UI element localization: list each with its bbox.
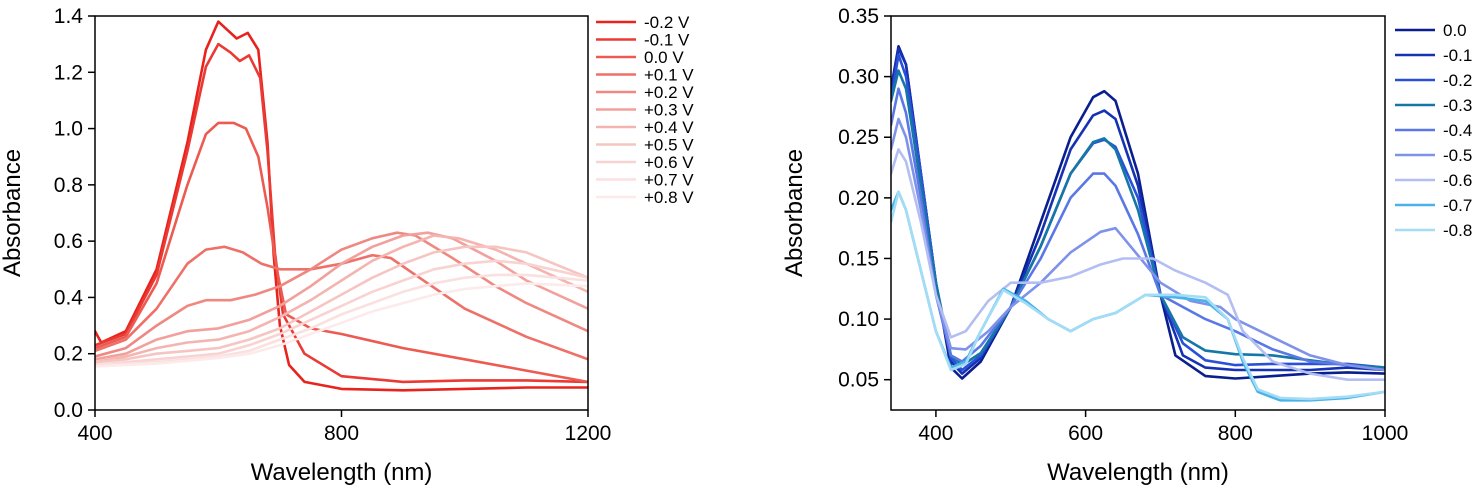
legend-label-3: -0.3 [1443,96,1472,115]
right-chart: 400 600 800 1000 0.05 0.10 0.15 0.20 0.25 0.30 0.3… [781,5,1472,486]
series-line-0-5 [95,231,588,361]
series-line-0-4 [95,231,588,358]
series-group [95,20,588,392]
y-axis-title: Absorbance [781,149,808,277]
legend-label-8: +0.6 V [644,153,694,172]
series-group [891,45,1385,402]
legend: 0.0 -0.1 -0.2 -0.3 -0.4 -0.5 -0.6 -0.7 -0.8 [1395,21,1472,240]
plot-frame [890,15,1386,411]
series-line-1-8 [891,190,1385,401]
series-line-1-3 [891,69,1385,369]
x-tick-label-3: 1000 [1362,422,1409,445]
x-tick-label-2: 1200 [565,422,612,445]
y-tick-label-6: 1.2 [54,61,83,84]
series-line-0-1 [95,42,588,384]
series-line-0-7 [95,245,588,364]
legend: -0.2 V-0.1 V0.0 V+0.1 V+0.2 V+0.3 V+0.4 … [596,13,694,207]
legend-label-6: -0.6 [1443,171,1472,190]
y-tick-label-7: 1.4 [54,5,84,28]
series-line-0-6 [95,234,588,364]
y-tick-label-4: 0.8 [54,174,83,197]
legend-label-10: +0.8 V [644,188,694,207]
series-line-0-0 [95,20,588,392]
y-tick-label-0: 0.0 [54,399,83,422]
legend-label-7: +0.5 V [644,136,694,155]
y-tick-label-2: 0.15 [838,247,879,270]
series-line-1-6 [891,148,1385,381]
legend-label-0: -0.2 V [644,13,690,32]
legend-label-0: 0.0 [1443,21,1467,40]
legend-label-6: +0.4 V [644,118,694,137]
x-axis-title: Wavelength (nm) [1047,459,1229,486]
series-line-0-3 [95,245,588,361]
y-tick-label-5: 0.30 [838,66,879,89]
series-line-0-9 [95,273,588,367]
y-tick-label-3: 0.20 [838,187,879,210]
legend-label-2: -0.2 [1443,71,1472,90]
series-line-0-8 [95,259,588,367]
y-tick-label-2: 0.4 [54,286,84,309]
x-tick-label-1: 600 [1068,422,1103,445]
series-line-0-2 [95,121,588,384]
y-tick-label-3: 0.6 [54,230,83,253]
legend-label-4: -0.4 [1443,121,1472,140]
legend-label-2: 0.0 V [644,48,684,67]
x-tick-label-1: 800 [324,422,359,445]
x-tick-label-2: 800 [1218,422,1253,445]
y-tick-label-5: 1.0 [54,118,83,141]
legend-label-1: -0.1 [1443,46,1472,65]
legend-label-1: -0.1 V [644,31,690,50]
y-tick-label-0: 0.05 [838,369,879,392]
series-line-0-10 [95,282,588,368]
y-tick-label-1: 0.2 [54,343,83,366]
legend-label-5: +0.3 V [644,101,694,120]
y-axis-title: Absorbance [0,149,26,277]
legend-label-4: +0.2 V [644,83,694,102]
legend-label-3: +0.1 V [644,66,694,85]
x-tick-label-0: 400 [77,422,112,445]
y-tick-label-1: 0.10 [838,308,879,331]
y-tick-label-4: 0.25 [838,126,879,149]
series-line-1-4 [891,87,1385,372]
x-tick-label-0: 400 [918,422,953,445]
x-axis-title: Wavelength (nm) [251,459,433,486]
legend-label-9: +0.7 V [644,171,694,190]
legend-label-7: -0.7 [1443,196,1472,215]
left-chart: 400 800 1200 0.0 0.2 0.4 0.6 0.8 1.0 1.2 1.4 Wavele… [0,5,694,486]
legend-label-5: -0.5 [1443,146,1472,165]
legend-label-8: -0.8 [1443,221,1472,240]
y-tick-label-6: 0.35 [838,5,879,28]
